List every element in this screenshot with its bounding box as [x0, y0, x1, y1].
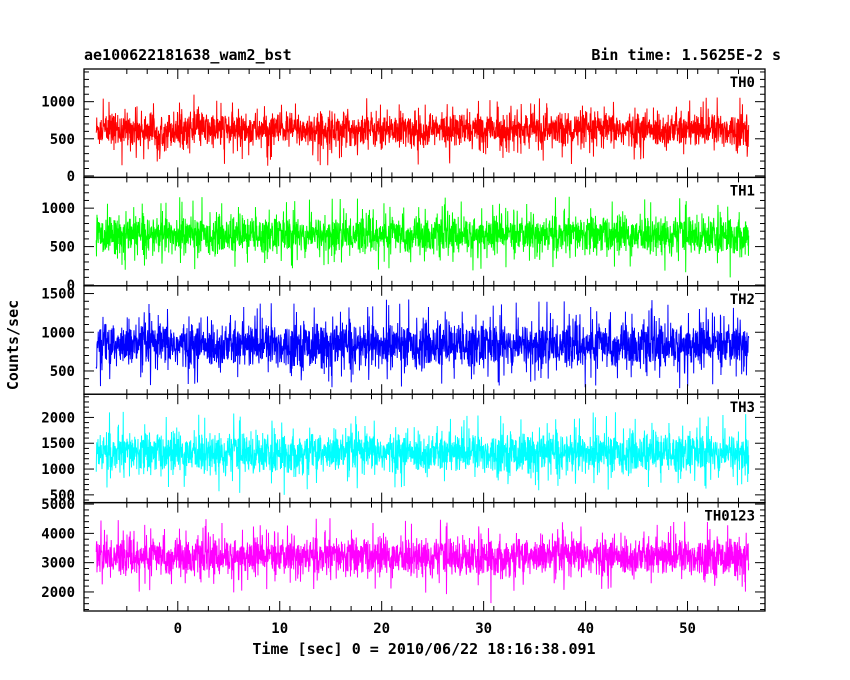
series-th2-trace	[95, 299, 750, 389]
x-tick-label: 20	[373, 621, 390, 637]
y-tick-label: 0	[67, 278, 75, 294]
panel-stack: 0 500 1000 TH0 0 500 1000 TH1 500 1000 1500 TH2 500 1…	[41, 68, 766, 612]
y-tick-label: 1500	[41, 287, 75, 303]
x-axis-label: Time [sec] 0 = 2010/06/22 18:16:38.091	[252, 640, 595, 658]
x-tick-label: 40	[577, 621, 594, 637]
x-tick-label: 10	[271, 621, 288, 637]
y-tick-label: 1500	[41, 436, 75, 452]
x-tick-label: 0	[174, 621, 182, 637]
x-axis: 0 10 20 30 40 50	[174, 621, 696, 637]
x-tick-label: 30	[475, 621, 492, 637]
series-th0-trace	[95, 94, 750, 166]
y-tick-label: 500	[50, 364, 75, 380]
y-axis-label: Counts/sec	[4, 300, 22, 390]
y-tick-label: 1000	[41, 95, 75, 111]
y-tick-label: 500	[50, 132, 75, 148]
panel-label-th3: TH3	[730, 400, 755, 416]
panel-th0: 0 500 1000 TH0	[41, 68, 766, 185]
y-tick-label: 2000	[41, 585, 75, 601]
chart-title: ae100622181638_wam2_bst	[84, 46, 292, 64]
series-th1-trace	[95, 196, 750, 278]
panel-th1: 0 500 1000 TH1	[41, 176, 766, 294]
y-tick-label: 3000	[41, 556, 75, 572]
panel-th0123: 2000 3000 4000 5000 TH0123	[41, 497, 766, 612]
y-tick-label: 500	[50, 488, 75, 504]
panel-th2: 500 1000 1500 TH2	[41, 285, 766, 395]
x-tick-label: 50	[679, 621, 696, 637]
panel-label-th2: TH2	[730, 292, 755, 308]
y-tick-label: 4000	[41, 526, 75, 542]
y-tick-label: 1000	[41, 462, 75, 478]
y-tick-label: 0	[67, 169, 75, 185]
panel-label-th0123: TH0123	[704, 509, 755, 525]
bin-time-label: Bin time: 1.5625E-2 s	[591, 46, 781, 64]
series-th0123-trace	[95, 518, 750, 604]
y-tick-label: 5000	[41, 497, 75, 513]
series-th3-trace	[95, 411, 750, 495]
y-tick-label: 1000	[41, 325, 75, 341]
y-tick-label: 2000	[41, 410, 75, 426]
y-tick-label: 500	[50, 240, 75, 256]
y-tick-label: 1000	[41, 201, 75, 217]
panel-label-th1: TH1	[730, 183, 755, 199]
panel-th3: 500 1000 1500 2000 TH3	[41, 393, 766, 504]
panel-label-th0: TH0	[730, 75, 755, 91]
